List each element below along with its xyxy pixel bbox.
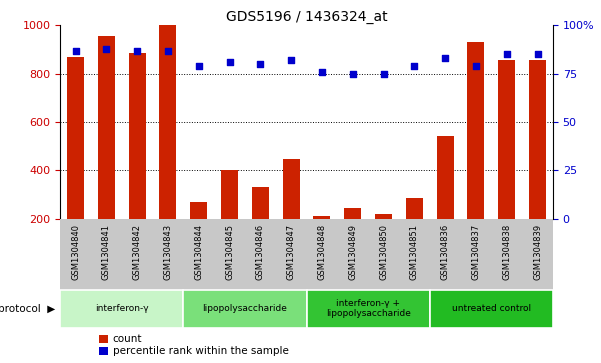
Text: GSM1304843: GSM1304843 bbox=[163, 224, 172, 280]
Text: GSM1304836: GSM1304836 bbox=[441, 224, 450, 281]
Bar bbox=[129, 53, 145, 219]
Bar bbox=[437, 136, 454, 219]
Text: GSM1304844: GSM1304844 bbox=[194, 224, 203, 280]
Bar bbox=[529, 60, 546, 219]
Text: GSM1304846: GSM1304846 bbox=[256, 224, 265, 280]
Point bbox=[409, 63, 419, 69]
Bar bbox=[430, 290, 553, 328]
Bar bbox=[159, 25, 176, 219]
Text: GSM1304847: GSM1304847 bbox=[287, 224, 296, 280]
Bar bbox=[98, 36, 115, 219]
Text: interferon-γ: interferon-γ bbox=[95, 304, 148, 313]
Point bbox=[102, 46, 111, 52]
Point bbox=[194, 63, 204, 69]
Text: GSM1304838: GSM1304838 bbox=[502, 224, 511, 281]
Point bbox=[255, 61, 265, 67]
Text: GSM1304839: GSM1304839 bbox=[533, 224, 542, 280]
Bar bbox=[221, 170, 238, 219]
Bar bbox=[314, 216, 331, 219]
Point bbox=[532, 52, 542, 57]
Bar bbox=[60, 290, 183, 328]
Bar bbox=[498, 60, 515, 219]
Text: GSM1304849: GSM1304849 bbox=[348, 224, 357, 280]
Text: lipopolysaccharide: lipopolysaccharide bbox=[203, 304, 287, 313]
Point bbox=[502, 52, 511, 57]
Point bbox=[317, 69, 327, 75]
Text: GSM1304840: GSM1304840 bbox=[71, 224, 80, 280]
Bar bbox=[183, 290, 307, 328]
Point bbox=[441, 55, 450, 61]
Point bbox=[225, 59, 234, 65]
Point bbox=[286, 57, 296, 63]
Text: GSM1304845: GSM1304845 bbox=[225, 224, 234, 280]
Point bbox=[132, 48, 142, 53]
Text: protocol  ▶: protocol ▶ bbox=[0, 304, 55, 314]
Bar bbox=[375, 214, 392, 219]
Bar bbox=[252, 187, 269, 219]
Bar bbox=[406, 198, 423, 219]
Text: GSM1304842: GSM1304842 bbox=[133, 224, 142, 280]
Point bbox=[379, 71, 388, 77]
Bar bbox=[191, 201, 207, 219]
Point bbox=[71, 48, 81, 53]
Text: GSM1304837: GSM1304837 bbox=[471, 224, 480, 281]
Point bbox=[348, 71, 358, 77]
Text: GSM1304848: GSM1304848 bbox=[317, 224, 326, 280]
Point bbox=[163, 48, 172, 53]
Bar bbox=[282, 159, 299, 219]
Text: GSM1304850: GSM1304850 bbox=[379, 224, 388, 280]
Bar bbox=[468, 42, 484, 219]
Text: untreated control: untreated control bbox=[452, 304, 531, 313]
Text: GSM1304851: GSM1304851 bbox=[410, 224, 419, 280]
Legend: count, percentile rank within the sample: count, percentile rank within the sample bbox=[95, 330, 293, 360]
Bar bbox=[67, 57, 84, 219]
Text: GSM1304841: GSM1304841 bbox=[102, 224, 111, 280]
Bar bbox=[344, 208, 361, 219]
Text: interferon-γ +
lipopolysaccharide: interferon-γ + lipopolysaccharide bbox=[326, 299, 410, 318]
Bar bbox=[307, 290, 430, 328]
Title: GDS5196 / 1436324_at: GDS5196 / 1436324_at bbox=[226, 11, 387, 24]
Point bbox=[471, 63, 481, 69]
